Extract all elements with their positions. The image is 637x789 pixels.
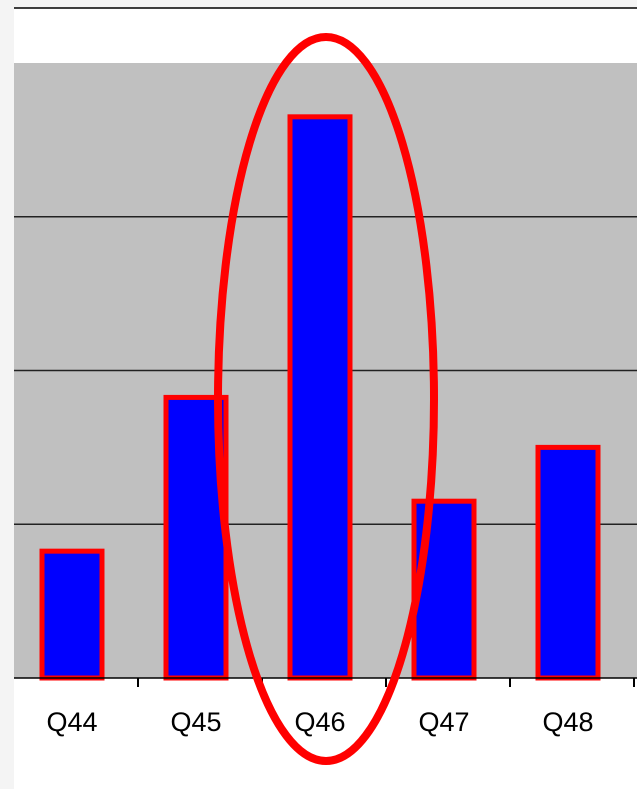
x-tick-label: Q46 xyxy=(294,707,345,737)
bar-q48 xyxy=(535,444,601,681)
bar-q44 xyxy=(39,548,105,681)
highlight-ellipse xyxy=(214,33,438,765)
x-tick-label: Q48 xyxy=(542,707,593,737)
x-tick-label: Q44 xyxy=(46,707,97,737)
bar-q46 xyxy=(287,114,353,681)
x-tick-label: Q47 xyxy=(418,707,469,737)
x-tick-labels: Q44 Q45 Q46 Q47 Q48 xyxy=(46,707,593,737)
x-tick-label: Q45 xyxy=(170,707,221,737)
